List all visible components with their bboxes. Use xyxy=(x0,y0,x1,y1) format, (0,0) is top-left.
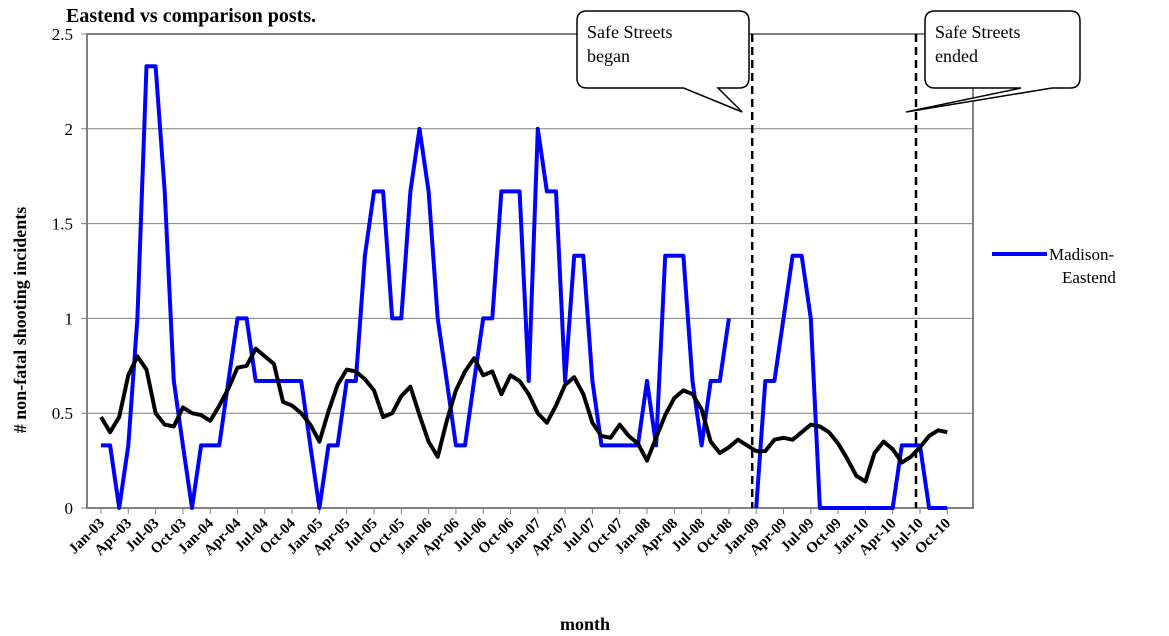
x-axis-label: month xyxy=(560,614,610,634)
y-tick-label: 1.5 xyxy=(52,215,73,234)
y-tick-label: 2.5 xyxy=(52,25,73,44)
y-tick-label: 1 xyxy=(65,309,74,328)
callouts: Safe Streets began Safe Streets ended xyxy=(576,10,1081,113)
x-axis-ticks: Jan-03Apr-03Jul-03Oct-03Jan-04Apr-04Jul-… xyxy=(66,508,954,559)
callout-text: ended xyxy=(935,46,978,66)
callout-text: began xyxy=(587,46,630,66)
callout-text: Safe Streets xyxy=(587,22,672,42)
y-axis-label: # non-fatal shooting incidents xyxy=(10,207,30,434)
callout-text: Safe Streets xyxy=(935,22,1020,42)
chart-title: Eastend vs comparison posts. xyxy=(66,5,316,27)
y-tick-label: 0.5 xyxy=(52,404,73,423)
y-tick-label: 2 xyxy=(65,120,74,139)
callout-box xyxy=(905,10,1081,113)
series-line-madison-eastend xyxy=(754,253,948,510)
series-line-madison-eastend xyxy=(101,64,731,510)
legend-label-line2: Eastend xyxy=(1062,268,1116,287)
series-lines xyxy=(99,64,948,510)
series-line-comparison xyxy=(99,346,948,484)
y-tick-label: 0 xyxy=(65,499,74,518)
event-lines xyxy=(750,34,918,508)
legend: Madison- Eastend xyxy=(992,245,1116,287)
callout-box xyxy=(576,10,750,113)
y-axis-ticks: 0 0.5 1 1.5 2 2.5 xyxy=(52,25,87,518)
legend-label-line1: Madison- xyxy=(1049,245,1115,264)
